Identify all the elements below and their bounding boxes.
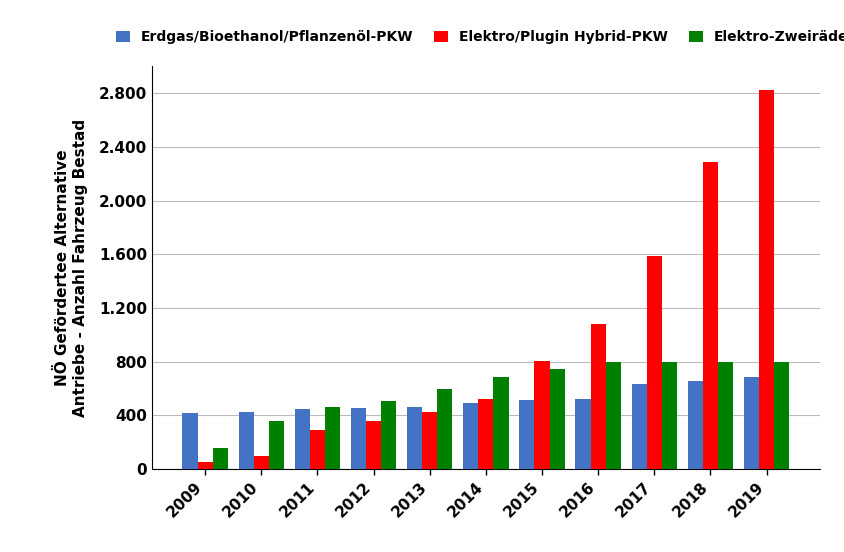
Bar [702, 162, 717, 469]
Bar [773, 362, 788, 469]
Bar [687, 380, 702, 469]
Bar [661, 362, 676, 469]
Y-axis label: NÖ Gefördertee Alternative
Antriebe - Anzahl Fahrzeug Bestad: NÖ Gefördertee Alternative Antriebe - An… [56, 119, 88, 417]
Bar [238, 412, 253, 469]
Bar [310, 430, 325, 469]
Bar [630, 384, 646, 469]
Bar [605, 362, 620, 469]
Bar [197, 463, 213, 469]
Bar [549, 369, 564, 469]
Bar [365, 421, 381, 469]
Bar [646, 256, 661, 469]
Bar [743, 377, 758, 469]
Bar [268, 421, 284, 469]
Bar [182, 413, 197, 469]
Bar [519, 400, 533, 469]
Bar [381, 401, 396, 469]
Bar [758, 91, 773, 469]
Bar [590, 324, 605, 469]
Bar [422, 412, 437, 469]
Legend: Erdgas/Bioethanol/Pflanzenöl-PKW, Elektro/Plugin Hybrid-PKW, Elektro-Zweiräder: Erdgas/Bioethanol/Pflanzenöl-PKW, Elektr… [111, 25, 844, 50]
Bar [717, 362, 733, 469]
Bar [437, 389, 452, 469]
Bar [575, 399, 590, 469]
Bar [478, 399, 493, 469]
Bar [213, 448, 228, 469]
Bar [253, 456, 268, 469]
Bar [350, 408, 365, 469]
Bar [325, 407, 340, 469]
Bar [493, 377, 508, 469]
Bar [533, 361, 549, 469]
Bar [407, 407, 422, 469]
Bar [463, 404, 478, 469]
Bar [295, 410, 310, 469]
